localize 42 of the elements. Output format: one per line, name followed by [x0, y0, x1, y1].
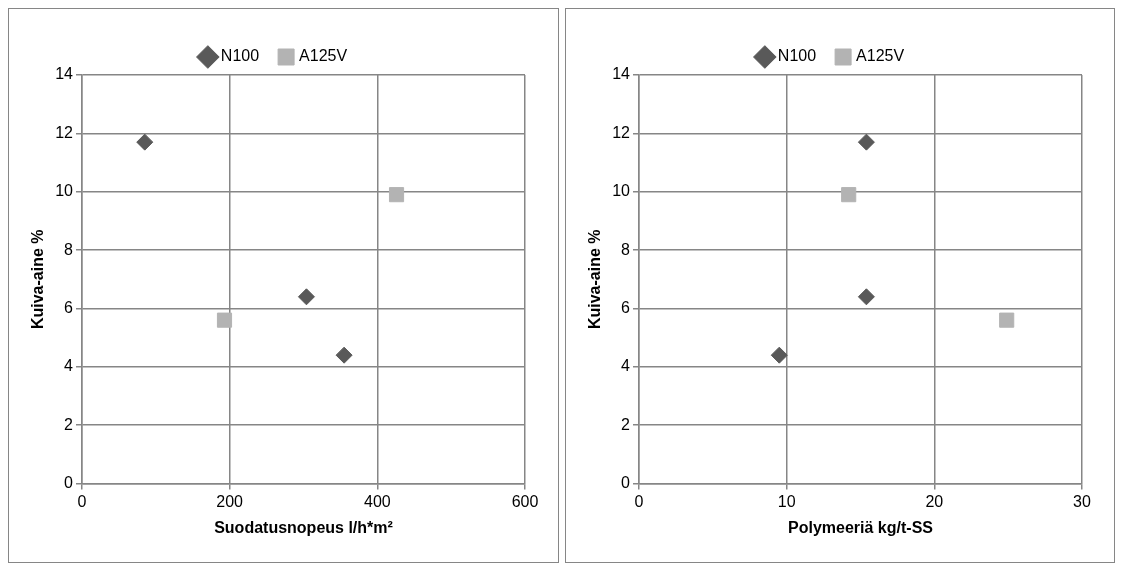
x-tick-label: 400: [363, 492, 391, 510]
y-tick-label: 0: [620, 474, 630, 492]
y-tick-label: 8: [620, 240, 630, 258]
y-tick-label: 6: [64, 298, 74, 316]
point: [388, 187, 405, 203]
point: [857, 133, 875, 151]
point: [857, 288, 875, 306]
x-tick-label: 20: [924, 492, 943, 510]
x-tick-label: 10: [777, 492, 796, 510]
point: [998, 312, 1014, 328]
point: [136, 133, 154, 151]
legend-label: N100: [777, 47, 816, 65]
point: [335, 346, 353, 364]
y-tick-label: 10: [611, 182, 630, 200]
y-tick-label: 12: [611, 123, 630, 141]
x-tick-label: 0: [634, 492, 644, 510]
x-tick-label: 30: [1072, 492, 1091, 510]
y-axis-title: Kuiva-aine %: [585, 229, 603, 330]
y-axis-title: Kuiva-aine %: [29, 229, 47, 330]
legend-label: A125V: [299, 47, 348, 65]
y-tick-label: 12: [55, 123, 74, 141]
point: [770, 346, 788, 364]
x-axis-title: Suodatusnopeus l/h*m²: [214, 518, 393, 536]
legend-label: N100: [220, 47, 260, 65]
y-tick-label: 4: [64, 357, 74, 375]
y-tick-label: 6: [620, 298, 630, 316]
x-axis-title: Polymeeriä kg/t-SS: [787, 518, 933, 536]
x-tick-label: 600: [511, 492, 539, 510]
x-tick-label: 200: [216, 492, 244, 510]
x-tick-label: 0: [77, 492, 87, 510]
y-tick-label: 14: [611, 65, 630, 83]
point: [216, 312, 233, 328]
point: [840, 187, 856, 203]
y-tick-label: 4: [620, 357, 630, 375]
y-tick-label: 10: [55, 182, 74, 200]
y-tick-label: 14: [55, 65, 74, 83]
point: [297, 288, 315, 306]
y-tick-label: 2: [64, 415, 74, 433]
y-tick-label: 8: [64, 240, 74, 258]
y-tick-label: 2: [620, 415, 630, 433]
y-tick-label: 0: [64, 474, 74, 492]
legend-label: A125V: [855, 47, 904, 65]
